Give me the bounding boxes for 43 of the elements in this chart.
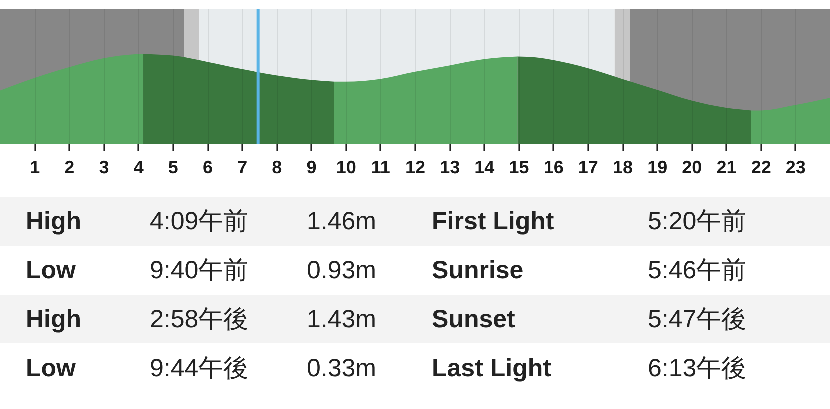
x-tick-label: 17 xyxy=(578,158,598,178)
text: 9:44午後 xyxy=(150,354,249,382)
text: 4:09午前 xyxy=(150,208,249,236)
text: High xyxy=(26,208,82,236)
x-tick-label: 19 xyxy=(648,158,668,178)
x-tick-label: 7 xyxy=(238,158,248,178)
text: Low xyxy=(26,256,76,285)
text: 6:13午後 xyxy=(648,354,747,382)
text: First Light xyxy=(432,208,554,236)
x-tick-label: 11 xyxy=(371,158,390,178)
text: 0.33m xyxy=(307,354,376,382)
text: 1.43m xyxy=(307,305,376,334)
text: High xyxy=(26,305,82,334)
x-tick-label: 15 xyxy=(509,158,530,178)
x-tick-label: 21 xyxy=(716,158,737,178)
x-tick-label: 1 xyxy=(30,158,40,178)
x-tick-label: 18 xyxy=(612,158,634,178)
text: 5:47午後 xyxy=(648,305,747,334)
text: 5:20午前 xyxy=(648,208,747,236)
x-tick-label: 12 xyxy=(405,158,426,178)
text: Last Light xyxy=(432,354,552,382)
x-tick-label: 4 xyxy=(134,158,144,178)
text: 0.93m xyxy=(307,256,376,285)
x-tick-label: 10 xyxy=(336,158,356,178)
x-tick-label: 9 xyxy=(306,158,317,178)
x-tick-label: 20 xyxy=(682,158,702,178)
x-tick-label: 8 xyxy=(272,158,282,178)
text: Sunset xyxy=(432,305,516,334)
text: 9:40午前 xyxy=(150,256,249,285)
x-tick-label: 14 xyxy=(474,158,495,178)
x-tick-label: 22 xyxy=(751,158,772,178)
x-tick-label: 13 xyxy=(440,158,460,178)
text: 1.46m xyxy=(307,208,376,236)
x-tick-label: 3 xyxy=(99,158,110,178)
x-tick-label: 16 xyxy=(544,158,564,178)
text: 2:58午後 xyxy=(150,305,249,334)
x-tick-label: 23 xyxy=(786,158,806,178)
x-tick-label: 5 xyxy=(168,158,178,178)
text: Low xyxy=(26,354,76,382)
x-tick-label: 6 xyxy=(202,158,214,178)
text: 5:46午前 xyxy=(648,256,747,285)
x-tick-label: 2 xyxy=(64,158,75,178)
text: Sunrise xyxy=(432,256,524,285)
